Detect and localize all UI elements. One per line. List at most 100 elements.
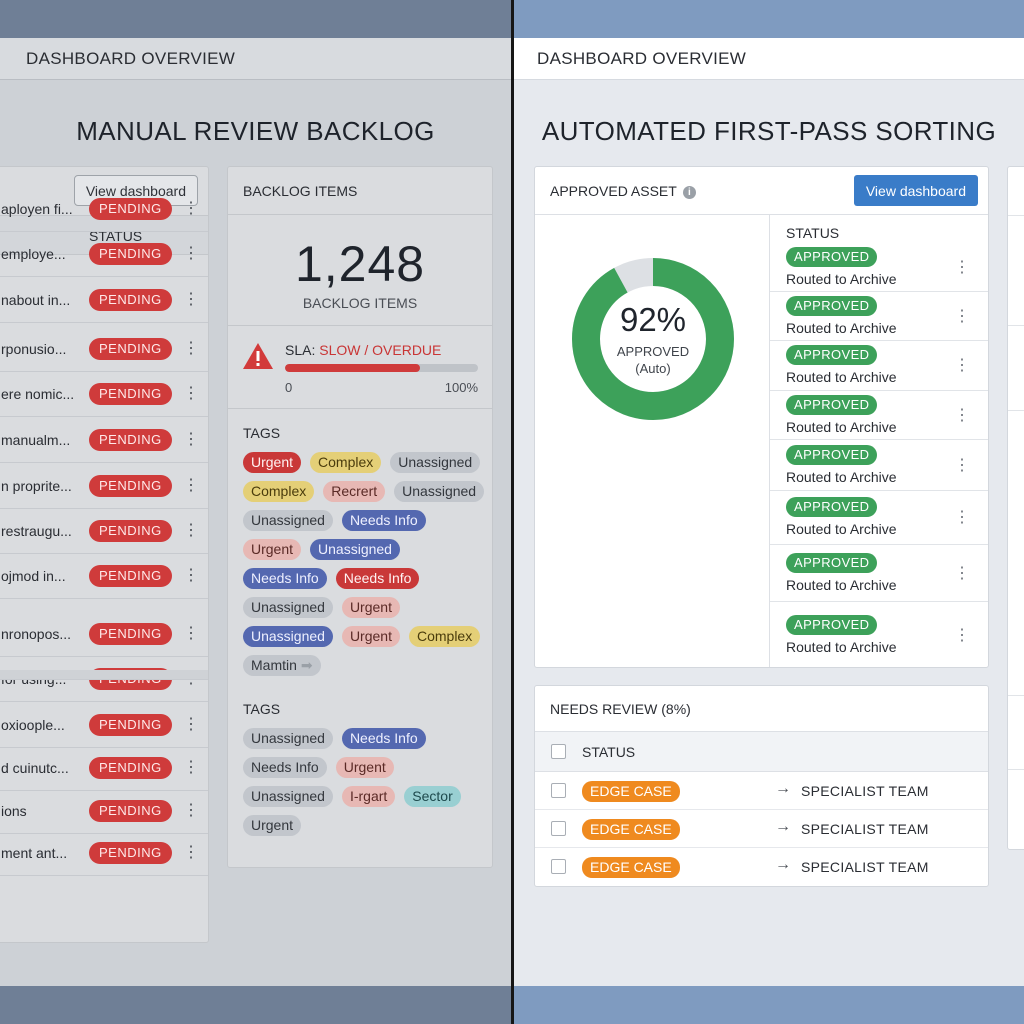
more-options-icon[interactable]: ⋮ <box>954 407 970 424</box>
approved-badge: APPROVED <box>786 615 878 635</box>
more-options-icon[interactable]: ⋮ <box>954 627 970 644</box>
table-row[interactable]: nronopos... PENDING ⋮ <box>0 612 208 657</box>
table-row[interactable]: n proprite... PENDING ⋮ <box>0 464 208 509</box>
table-row[interactable]: EDGE CASE → SPECIALIST TEAM <box>535 810 988 848</box>
tag-chip[interactable]: Unassigned <box>243 786 333 807</box>
pending-badge: PENDING <box>89 475 172 497</box>
more-options-icon[interactable]: ⋮ <box>183 291 199 308</box>
table-row[interactable]: restraugu... PENDING ⋮ <box>0 509 208 554</box>
tag-chip[interactable]: Needs Info <box>243 757 327 778</box>
tag-chip[interactable]: Urgent <box>335 757 394 778</box>
more-options-icon[interactable]: ⋮ <box>183 844 199 861</box>
list-item[interactable]: APPROVED Routed to Archive ⋮ <box>770 292 988 341</box>
row-text: nronopos... <box>1 626 72 642</box>
more-options-icon[interactable]: ⋮ <box>183 567 199 584</box>
tag-chip[interactable]: Unassigned <box>310 539 400 560</box>
tag-chip[interactable]: Unassigned <box>243 597 333 618</box>
table-row[interactable]: ere nomic... PENDING ⋮ <box>0 372 208 417</box>
tag-chip[interactable]: Unassigned <box>243 510 333 531</box>
info-icon[interactable]: i <box>682 186 696 199</box>
tags-group-secondary: Unassigned Needs Info Needs Info Urgent Unas… <box>243 728 488 836</box>
approved-badge: APPROVED <box>786 296 878 316</box>
table-row[interactable]: EDGE CASE → SPECIALIST TEAM <box>535 772 988 810</box>
more-options-icon[interactable]: ⋮ <box>183 200 199 217</box>
more-options-icon[interactable]: ⋮ <box>954 357 970 374</box>
list-item[interactable]: APPROVED Routed to Archive ⋮ <box>770 243 988 292</box>
more-options-icon[interactable]: ⋮ <box>183 245 199 262</box>
table-row[interactable]: nabout in... PENDING ⋮ <box>0 278 208 323</box>
edge-case-badge: EDGE CASE <box>582 819 680 840</box>
table-row[interactable]: employe... PENDING ⋮ <box>0 232 208 277</box>
row-checkbox[interactable] <box>551 859 566 874</box>
more-options-icon[interactable]: ⋮ <box>183 522 199 539</box>
more-options-icon[interactable]: ⋮ <box>954 565 970 582</box>
routed-text: Routed to Archive <box>786 469 897 485</box>
list-item[interactable]: APPROVED Routed to Archive ⋮ <box>770 391 988 440</box>
more-options-icon[interactable]: ⋮ <box>183 802 199 819</box>
tag-chip[interactable]: Mamtin ➡ <box>243 655 321 676</box>
more-options-icon[interactable]: ⋮ <box>954 509 970 526</box>
pending-badge: PENDING <box>89 565 172 587</box>
tag-chip[interactable]: Unassigned <box>243 728 333 749</box>
tag-chip[interactable]: Unassigned <box>394 481 485 502</box>
table-row[interactable]: manualm... PENDING ⋮ <box>0 418 208 463</box>
tag-chip[interactable]: Urgent <box>341 597 400 618</box>
tag-chip[interactable]: Complex <box>243 481 315 502</box>
list-item[interactable]: APPROVED Routed to Archive ⋮ <box>770 341 988 391</box>
table-row[interactable]: rponusio... PENDING ⋮ <box>0 327 208 372</box>
more-options-icon[interactable]: ⋮ <box>954 259 970 276</box>
backlog-count-label: BACKLOG ITEMS <box>302 295 418 311</box>
routed-text: Routed to Archive <box>786 419 897 435</box>
table-row[interactable]: oxioople... PENDING ⋮ <box>0 703 208 748</box>
tag-chip[interactable]: Urgent <box>243 815 302 836</box>
more-options-icon[interactable]: ⋮ <box>183 759 199 776</box>
tag-chip[interactable]: Needs Info <box>335 568 420 589</box>
table-row[interactable]: ment ant... PENDING ⋮ <box>0 831 208 876</box>
select-all-checkbox[interactable] <box>551 744 566 759</box>
table-row[interactable]: ojmod in... PENDING ⋮ <box>0 554 208 599</box>
approved-header: APPROVED ASSET i View dashboard <box>535 167 988 215</box>
list-item[interactable]: APPROVED Routed to Archive ⋮ <box>770 545 988 602</box>
table-row[interactable]: d cuinutc... PENDING ⋮ <box>0 746 208 791</box>
donut-approved-arc <box>572 258 734 420</box>
tag-chip[interactable]: Urgent <box>243 539 302 560</box>
tag-chip[interactable]: I-rgart <box>341 786 396 807</box>
pending-badge: PENDING <box>89 429 172 451</box>
tag-chip[interactable]: Urgent <box>341 626 400 647</box>
automated-sorting-title: AUTOMATED FIRST-PASS SORTING <box>541 116 997 146</box>
tag-chip[interactable]: Unassigned <box>243 626 333 647</box>
more-options-icon[interactable]: ⋮ <box>954 308 970 325</box>
tag-chip[interactable]: Urgent <box>243 452 302 473</box>
approved-status-header: STATUS <box>786 225 840 241</box>
tag-chip[interactable]: Needs Info <box>341 510 426 531</box>
backlog-header: BACKLOG ITEMS <box>228 167 492 215</box>
table-row[interactable]: EDGE CASE → SPECIALIST TEAM <box>535 848 988 886</box>
more-options-icon[interactable]: ⋮ <box>183 385 199 402</box>
tag-chip[interactable]: Complex <box>408 626 481 647</box>
tag-chip[interactable]: Needs Info <box>341 728 426 749</box>
more-options-icon[interactable]: ⋮ <box>954 457 970 474</box>
table-row[interactable]: ions PENDING ⋮ <box>0 789 208 834</box>
more-options-icon[interactable]: ⋮ <box>183 716 199 733</box>
routed-text: Routed to Archive <box>786 271 897 287</box>
more-options-icon[interactable]: ⋮ <box>183 477 199 494</box>
tag-chip[interactable]: Complex <box>310 452 382 473</box>
automated-sorting-pane: DASHBOARD OVERVIEW AUTOMATED FIRST-PASS … <box>514 38 1024 986</box>
row-checkbox[interactable] <box>551 821 566 836</box>
list-item[interactable]: APPROVED Routed to Archive ⋮ <box>770 440 988 491</box>
row-checkbox[interactable] <box>551 783 566 798</box>
sla-progress-fill <box>285 364 421 372</box>
view-dashboard-primary-button[interactable]: View dashboard <box>853 175 978 206</box>
peek-divider <box>1008 215 1024 216</box>
more-options-icon[interactable]: ⋮ <box>183 340 199 357</box>
list-item[interactable]: APPROVED Routed to Archive ⋮ <box>770 491 988 545</box>
tag-chip[interactable]: Unassigned <box>390 452 481 473</box>
more-options-icon[interactable]: ⋮ <box>183 625 199 642</box>
list-item[interactable]: APPROVED Routed to Archive ⋮ <box>770 602 988 669</box>
tag-chip[interactable]: Recrert <box>323 481 386 502</box>
more-options-icon[interactable]: ⋮ <box>183 431 199 448</box>
tag-chip[interactable]: Sector <box>404 786 461 807</box>
table-row[interactable]: aployen fi... PENDING ⋮ <box>0 187 208 232</box>
row-text: oxioople... <box>1 717 65 733</box>
tag-chip[interactable]: Needs Info <box>243 568 327 589</box>
